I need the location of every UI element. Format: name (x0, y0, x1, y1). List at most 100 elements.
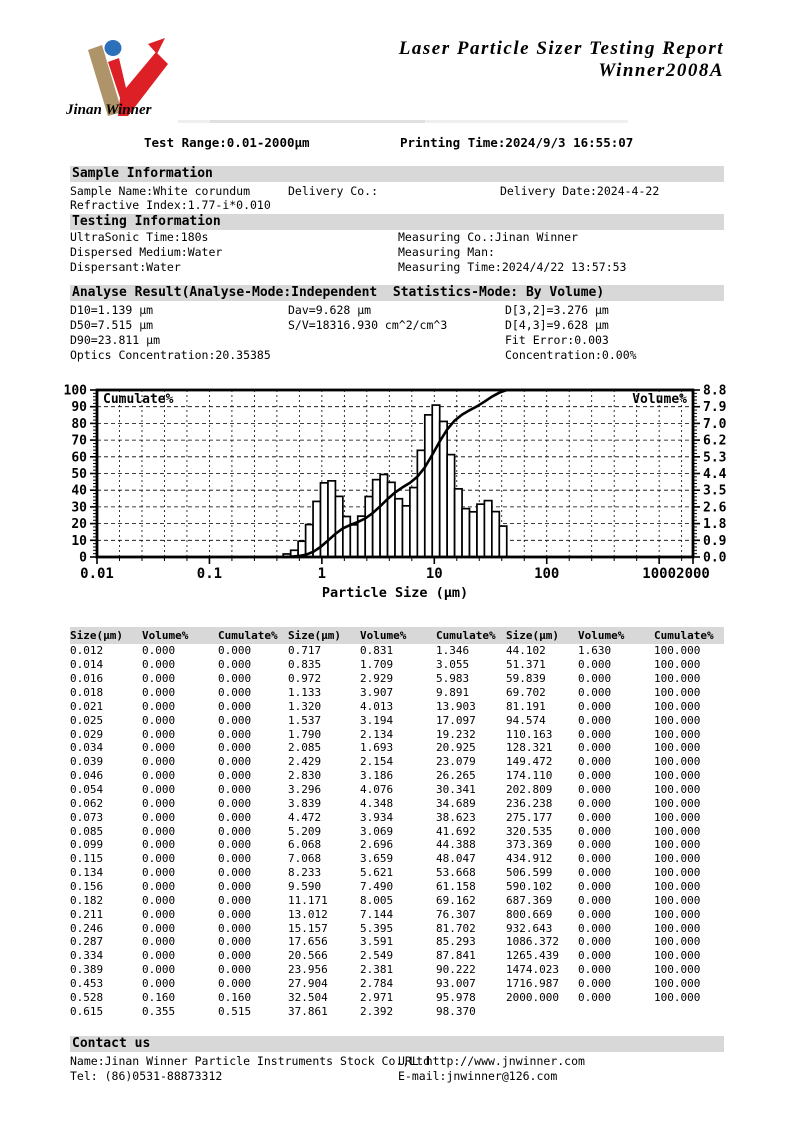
table-cell: 0.000 (218, 810, 252, 824)
table-cell: 1.790 (288, 727, 322, 741)
table-cell: 94.574 (506, 713, 546, 727)
svg-text:100: 100 (64, 384, 88, 399)
table-cell: 1.133 (288, 686, 322, 699)
x-axis-title: Particle Size (μm) (322, 585, 468, 601)
report-title-line1: Laser Particle Sizer Testing Report (398, 38, 724, 59)
title-divider (178, 120, 628, 123)
svg-text:8.8: 8.8 (703, 384, 727, 399)
table-cell: 0.246 (70, 921, 104, 935)
d90-value: D90=23.811 μm (70, 333, 161, 347)
table-cell: 100.000 (654, 658, 701, 672)
table-row: 0.073 0.000 0.000 4.472 3.934 38.623 275.177 0.… (70, 810, 724, 824)
contact-url: URL http://www.jnwinner.com (398, 1054, 585, 1068)
svg-text:40: 40 (71, 484, 87, 499)
dispersant: Dispersant:Water (70, 260, 181, 274)
table-cell: 0.000 (218, 838, 252, 852)
table-cell: 0.000 (218, 658, 252, 672)
table-cell: 2.429 (288, 755, 322, 769)
table-cell: 15.157 (288, 921, 328, 935)
contact-email: E-mail:jnwinner@126.com (398, 1069, 558, 1083)
table-row: 0.062 0.000 0.000 3.839 4.348 34.689 236.238 0.… (70, 796, 724, 810)
table-cell: 100.000 (654, 727, 701, 741)
table-cell: 0.717 (288, 644, 322, 658)
table-cell: 53.668 (436, 866, 476, 880)
table-cell: 0.025 (70, 713, 104, 727)
table-cell: 0.016 (70, 672, 104, 686)
table-cell: 110.163 (506, 727, 553, 741)
ultrasonic-time: UltraSonic Time:180s (70, 230, 209, 244)
d43-value: D[4,3]=9.628 μm (505, 318, 609, 332)
table-cell: 5.621 (360, 866, 394, 880)
table-cell: 100.000 (654, 769, 701, 783)
table-row: 0.029 0.000 0.000 1.790 2.134 19.232 110.163 0.… (70, 727, 724, 741)
table-cell: 800.669 (506, 907, 553, 921)
distribution-table: Size(μm) Volume% Cumulate% Size(μm) Volume% C… (70, 627, 724, 1018)
table-row: 0.012 0.000 0.000 0.717 0.831 1.346 44.102 1.63… (70, 644, 724, 658)
table-cell: 0.000 (578, 977, 612, 991)
table-cell: 100.000 (654, 741, 701, 755)
svg-text:Volume%: Volume% (632, 392, 687, 407)
table-cell: 100.000 (654, 699, 701, 713)
table-cell: 6.068 (288, 838, 322, 852)
table-cell: 95.978 (436, 990, 476, 1004)
table-cell: 0.287 (70, 935, 104, 949)
table-cell: 202.809 (506, 783, 553, 797)
table-cell: 0.000 (142, 893, 176, 907)
table-cell: 0.000 (218, 755, 252, 769)
table-cell: 687.369 (506, 893, 553, 907)
table-cell: 38.623 (436, 810, 476, 824)
table-cell: 100.000 (654, 686, 701, 699)
table-cell: 100.000 (654, 907, 701, 921)
table-cell: 0.000 (142, 686, 176, 699)
table-cell: 2.784 (360, 977, 394, 991)
table-cell: 0.000 (218, 893, 252, 907)
table-header-cell: Cumulate% (436, 629, 496, 642)
table-cell: 13.903 (436, 699, 476, 713)
table-row: 0.016 0.000 0.000 0.972 2.929 5.983 59.839 0.00… (70, 672, 724, 686)
svg-text:80: 80 (71, 417, 87, 432)
table-cell: 5.983 (436, 672, 470, 686)
measuring-co: Measuring Co.:Jinan Winner (398, 230, 579, 244)
table-cell: 0.000 (142, 838, 176, 852)
table-cell: 69.162 (436, 893, 476, 907)
table-cell: 0.831 (360, 644, 394, 658)
table-cell: 23.956 (288, 963, 328, 977)
table-cell: 0.000 (578, 963, 612, 977)
table-cell: 0.018 (70, 686, 104, 699)
svg-text:50: 50 (71, 467, 87, 482)
table-cell: 1.537 (288, 713, 322, 727)
table-cell: 0.000 (142, 907, 176, 921)
table-cell: 100.000 (654, 935, 701, 949)
table-cell: 2000.000 (506, 990, 559, 1004)
svg-text:0.9: 0.9 (703, 534, 726, 549)
table-cell: 0.000 (142, 644, 176, 658)
table-cell: 76.307 (436, 907, 476, 921)
table-cell: 0.515 (218, 1004, 252, 1018)
table-cell: 0.000 (218, 880, 252, 894)
table-cell: 932.643 (506, 921, 553, 935)
table-cell: 2.971 (360, 990, 394, 1004)
table-cell: 0.000 (578, 755, 612, 769)
table-cell: 48.047 (436, 852, 476, 866)
svg-text:7.0: 7.0 (703, 417, 727, 432)
table-cell: 128.321 (506, 741, 553, 755)
table-cell: 32.504 (288, 990, 328, 1004)
table-cell: 100.000 (654, 990, 701, 1004)
report-title: Laser Particle Sizer Testing Report Winn… (399, 38, 724, 82)
table-cell: 2.696 (360, 838, 394, 852)
svg-text:30: 30 (71, 500, 87, 515)
table-cell: 2.549 (360, 949, 394, 963)
table-row: 0.046 0.000 0.000 2.830 3.186 26.265 174.110 0.… (70, 769, 724, 783)
table-header-cell: Volume% (142, 629, 189, 642)
chart-bars (282, 404, 508, 558)
table-cell: 0.000 (218, 713, 252, 727)
svg-text:1000: 1000 (642, 566, 676, 582)
table-row: 0.099 0.000 0.000 6.068 2.696 44.388 373.369 0.… (70, 838, 724, 852)
table-cell: 0.000 (578, 783, 612, 797)
table-cell: 0.000 (578, 686, 612, 699)
table-cell: 0.000 (578, 769, 612, 783)
table-cell: 0.000 (578, 990, 612, 1004)
table-cell: 0.099 (70, 838, 104, 852)
table-row: 0.211 0.000 0.000 13.012 7.144 76.307 800.669 0… (70, 907, 724, 921)
